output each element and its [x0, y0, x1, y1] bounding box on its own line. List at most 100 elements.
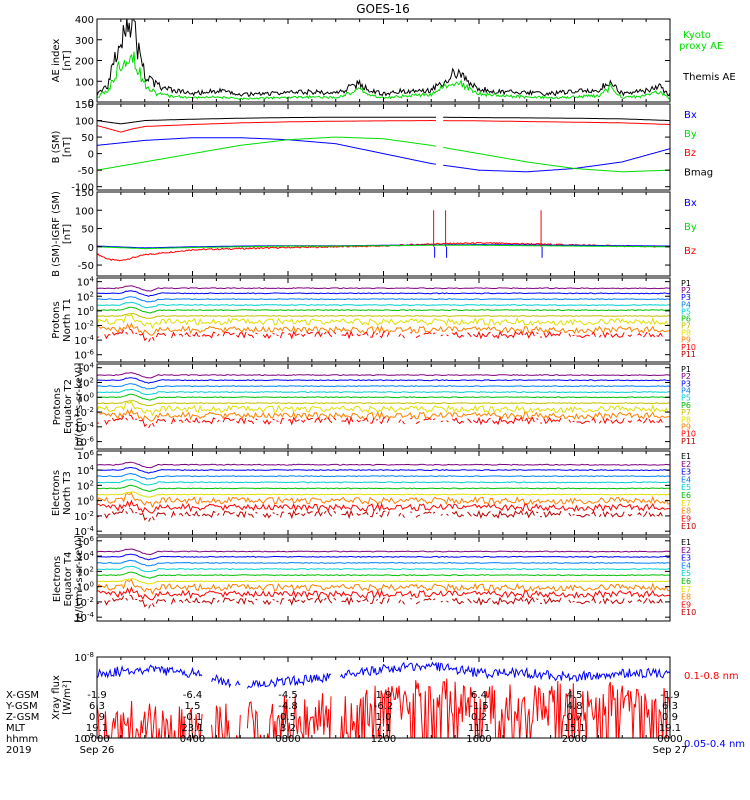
x-axis-value: 15.1	[563, 723, 585, 734]
y-axis-label: Equator T4	[63, 552, 74, 607]
legend-entry: P1	[681, 365, 691, 374]
x-axis-value: 1600	[466, 734, 491, 745]
y-tick-label: 10-4	[74, 334, 94, 347]
legend-entry: P8	[681, 415, 691, 424]
x-axis-value: 7.1	[376, 723, 392, 734]
tick-exponent: 4	[90, 276, 95, 284]
series-line	[97, 116, 670, 125]
series-line	[97, 285, 670, 292]
x-axis-table: X-GSMY-GSMZ-GSMMLThhmm2019-1.96.30.919.1…	[5, 690, 687, 756]
legend-entry: 0.05-0.4 nm	[684, 739, 745, 750]
panel-frame	[96, 191, 671, 277]
legend-entry: P11	[681, 437, 696, 446]
legend-entry: P7	[681, 322, 691, 331]
x-axis-value: 4.8	[567, 701, 583, 712]
series-line	[97, 312, 670, 319]
legend-entry: P9	[681, 422, 691, 431]
panel-frame	[96, 103, 671, 191]
series-line	[97, 400, 670, 407]
plot-area	[97, 461, 670, 521]
panel-frame	[96, 450, 671, 536]
legend-entry: E3	[681, 468, 691, 477]
series-line	[97, 571, 670, 579]
tick-exponent: -8	[87, 651, 94, 659]
x-axis-value: 1200	[371, 734, 396, 745]
y-tick-label: 0	[88, 243, 94, 254]
series-line	[97, 393, 670, 401]
y-tick-label: 400	[75, 15, 94, 26]
panel-bsm: -100 -50 0 50 100 150 B (SM) [nT] Bx By Bz Bmag	[51, 100, 713, 194]
legend-entry: Bx	[684, 110, 697, 121]
panel-frame	[96, 18, 671, 103]
y-axis-label: [nT]	[62, 137, 73, 157]
legend-entry: E1	[681, 452, 691, 461]
tick-exponent: 0	[90, 305, 94, 313]
panel-frame	[96, 277, 671, 363]
legend-entry: P4	[681, 300, 691, 309]
plot-area	[97, 210, 670, 262]
y-axis-label: Xray flux	[51, 675, 62, 720]
x-axis-value: -0.1	[183, 712, 203, 723]
tick-exponent: 0	[90, 391, 94, 399]
legend-entry: E10	[681, 522, 696, 531]
y-axis-label: North T3	[62, 471, 73, 515]
legend-entry: E2	[681, 460, 691, 469]
tick-exponent: 6	[90, 449, 95, 457]
series-line	[97, 467, 670, 474]
legend-entry: P5	[681, 307, 691, 316]
x-axis-value: -1.9	[87, 690, 107, 701]
y-tick-label: 100	[77, 495, 94, 508]
legend-entry: E9	[681, 600, 691, 609]
x-axis-value: -1.9	[660, 690, 680, 701]
legend-entry: E5	[681, 483, 691, 492]
y-tick-label: 10-8	[74, 651, 94, 664]
x-row-label: MLT	[6, 723, 26, 734]
series-line	[97, 492, 670, 509]
legend-entry: E3	[681, 554, 691, 563]
y-tick-label: 106	[77, 449, 95, 462]
series-line	[97, 408, 670, 422]
series-line	[97, 306, 670, 314]
x-axis-value: -6.2	[374, 701, 394, 712]
legend-entry: Themis AE	[682, 72, 736, 83]
legend-entry: P5	[681, 394, 691, 403]
y-axis-label: Protons	[51, 301, 62, 338]
x-row-label: hhmm	[6, 734, 38, 745]
y-axis-label: [e/(cm²-s-sr-keV)]	[74, 535, 85, 623]
legend-entry: E7	[681, 499, 691, 508]
y-axis-label: Protons	[52, 388, 63, 425]
series-line	[97, 296, 670, 303]
legend-entry: P10	[681, 430, 696, 439]
tick-exponent: -4	[87, 334, 95, 342]
series-line	[97, 499, 670, 514]
series-line	[97, 678, 670, 738]
y-tick-label: 10-2	[74, 510, 94, 523]
y-axis-label: AE index	[51, 39, 62, 83]
x-axis-value: -1.5	[469, 701, 489, 712]
legend-entry: P2	[681, 372, 691, 381]
legend-entry: P3	[681, 379, 691, 388]
x-axis-value: 0.7	[567, 712, 583, 723]
y-axis-label: [nT]	[62, 50, 73, 70]
legend-entry: P9	[681, 336, 691, 345]
tick-exponent: 0	[90, 495, 94, 503]
tick-exponent: 4	[90, 362, 95, 370]
legend-entry: P3	[681, 293, 691, 302]
legend-entry: proxy AE	[679, 41, 723, 52]
x-axis-value: -4.8	[278, 701, 298, 712]
x-axis-value: 0000	[84, 734, 109, 745]
legend-entry: E6	[681, 491, 691, 500]
x-axis-value: Sep 27	[653, 745, 688, 756]
x-axis-value: 4.5	[567, 690, 583, 701]
y-axis-label: [p/(cm²-s-sr-keV)]	[74, 363, 85, 451]
series-line	[97, 578, 670, 596]
legend-entry: P6	[681, 401, 691, 410]
y-axis-label: B (SM)-IGRF (SM)	[51, 191, 62, 277]
tick-exponent: 4	[90, 550, 95, 558]
y-axis-label: Electrons	[52, 556, 63, 602]
legend-entry: E10	[681, 608, 696, 617]
y-tick-label: 200	[75, 57, 94, 68]
x-axis-value: -4.5	[278, 690, 298, 701]
